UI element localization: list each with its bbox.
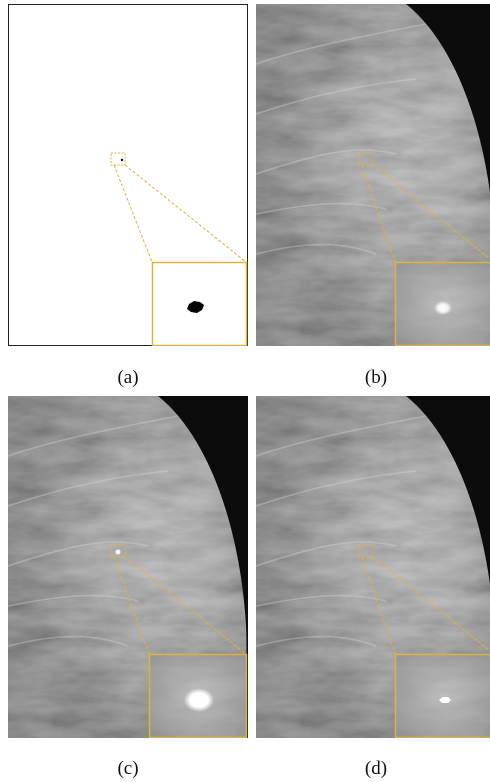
lesion [434,301,452,315]
lesion [439,697,451,703]
panel-c-mammogram [8,396,248,738]
zoom-leader-line [124,164,247,263]
caption-c: (c) [117,758,139,779]
zoom-inset [151,261,248,346]
panel-a-mask [8,4,248,346]
zoom-inset [148,653,248,738]
caption-b: (b) [364,367,388,388]
roi-box [358,544,374,558]
zoom-inset [394,261,490,346]
roi-box [358,152,374,166]
zoom-leader-line [124,556,247,655]
roi-box [110,544,126,558]
lesion [184,688,214,712]
zoom-leader-line [361,164,396,263]
lesion-mask [187,301,204,313]
caption-d: (d) [364,758,388,779]
zoom-leader-line [372,556,490,652]
caption-a: (a) [117,367,139,388]
zoom-leader-line [361,556,396,655]
roi-box [110,152,126,166]
panel-b-mammogram [256,4,490,346]
panel-d-mammogram [256,396,490,738]
zoom-leader-line [372,164,490,260]
zoom-leader-line [113,164,153,263]
zoom-inset [394,653,490,738]
zoom-leader-line [113,556,150,655]
